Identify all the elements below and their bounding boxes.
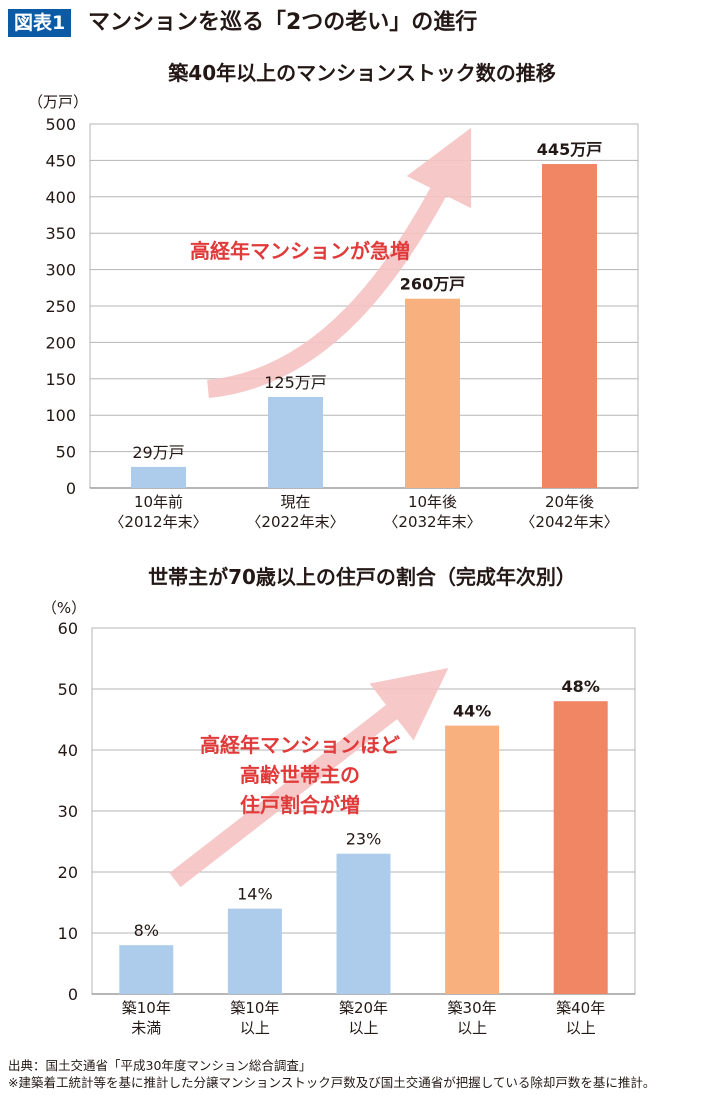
- chart-1-annotation: 住戸割合が増: [240, 793, 360, 817]
- chart-0-value-label: 260万戸: [400, 275, 465, 294]
- chart-0-title: 築40年以上のマンションストック数の推移: [167, 61, 555, 85]
- chart-0-ytick-label: 250: [45, 297, 76, 316]
- chart-1-unit-label: （%）: [42, 599, 86, 617]
- chart-1-ytick-label: 10: [58, 924, 78, 943]
- chart-0-ytick-label: 50: [56, 443, 76, 462]
- chart-1-category-label: 築20年: [339, 999, 388, 1017]
- chart-0-category-label: 〈2012年末〉: [109, 513, 207, 531]
- chart-1-value-label: 23%: [346, 830, 382, 849]
- chart-0-category-label: 〈2032年末〉: [383, 513, 481, 531]
- chart-1-category-label: 築10年: [122, 999, 171, 1017]
- charts-canvas: 築40年以上のマンションストック数の推移（万戸）0501001502002503…: [28, 61, 639, 1037]
- chart-0-bar: [405, 298, 460, 488]
- chart-0-trend-arrow: [207, 127, 472, 398]
- chart-0-annotation: 高経年マンションが急増: [190, 239, 410, 263]
- chart-0-bar: [131, 466, 186, 488]
- chart-1-ytick-label: 30: [58, 802, 78, 821]
- chart-1-ytick-label: 50: [58, 680, 78, 699]
- chart-0-ytick-label: 450: [45, 151, 76, 170]
- chart-0-ytick-label: 300: [45, 261, 76, 280]
- chart-1-bar: [119, 945, 174, 994]
- chart-1-ytick-label: 60: [58, 619, 78, 638]
- chart-1-ytick-label: 0: [68, 985, 78, 1004]
- chart-1-annotation: 高経年マンションほど: [200, 733, 400, 757]
- chart-1-value-label: 14%: [237, 885, 273, 904]
- chart-0-category-label: 〈2022年末〉: [246, 513, 344, 531]
- chart-1-value-label: 44%: [453, 702, 491, 721]
- chart-1-trend-arrow: [169, 667, 449, 888]
- chart-1-category-label: 以上: [566, 1019, 596, 1037]
- chart-0-ytick-label: 200: [45, 333, 76, 352]
- chart-1-bar: [553, 701, 608, 994]
- chart-0-category-label: 〈2042年末〉: [520, 513, 618, 531]
- chart-1-category-label: 以上: [240, 1019, 270, 1037]
- chart-0-ytick-label: 100: [45, 406, 76, 425]
- chart-0-value-label: 29万戸: [132, 443, 184, 462]
- chart-0-ytick-label: 0: [66, 479, 76, 498]
- chart-1-ytick-label: 20: [58, 863, 78, 882]
- chart-0-category-label: 10年後: [408, 493, 457, 511]
- chart-0-ytick-label: 150: [45, 370, 76, 389]
- chart-1-title: 世帯主が70歳以上の住戸の割合（完成年次別）: [148, 565, 576, 589]
- estimation-note: ※建築着工統計等を基に推計した分譲マンションストック戸数及び国土交通省が把握して…: [8, 1075, 656, 1090]
- chart-1-ytick-label: 40: [58, 741, 78, 760]
- chart-1-category-label: 築30年: [448, 999, 497, 1017]
- chart-0-bar: [268, 397, 323, 488]
- chart-1-category-label: 未満: [131, 1019, 161, 1037]
- chart-1-annotation: 高齢世帯主の: [240, 763, 360, 787]
- chart-0-ytick-label: 500: [45, 115, 76, 134]
- chart-1-bar: [336, 853, 391, 994]
- chart-1-category-label: 以上: [348, 1019, 378, 1037]
- figure-title: マンションを巡る「2つの老い」の進行: [88, 10, 478, 35]
- chart-0-ytick-label: 400: [45, 188, 76, 207]
- chart-1-category-label: 以上: [457, 1019, 487, 1037]
- source-note: 出典：国土交通省「平成30年度マンション総合調査」: [8, 1058, 312, 1073]
- chart-0-value-label: 125万戸: [264, 373, 327, 392]
- chart-1-bar: [227, 908, 282, 994]
- chart-0-value-label: 445万戸: [537, 140, 602, 159]
- chart-0-category-label: 現在: [280, 493, 310, 511]
- chart-0-unit-label: （万戸）: [28, 93, 88, 111]
- chart-0-ytick-label: 350: [45, 224, 76, 243]
- chart-0-bar: [542, 164, 597, 489]
- chart-0-category-label: 20年後: [545, 493, 594, 511]
- chart-1-value-label: 8%: [134, 921, 159, 940]
- figure-header: 図表1 マンションを巡る「2つの老い」の進行: [8, 6, 708, 40]
- chart-1-category-label: 築10年: [230, 999, 279, 1017]
- chart-0-category-label: 10年前: [134, 493, 183, 511]
- chart-1-category-label: 築40年: [556, 999, 605, 1017]
- chart-1-bar: [445, 725, 500, 994]
- chart-1-value-label: 48%: [562, 677, 600, 696]
- figure-badge: 図表1: [8, 9, 72, 37]
